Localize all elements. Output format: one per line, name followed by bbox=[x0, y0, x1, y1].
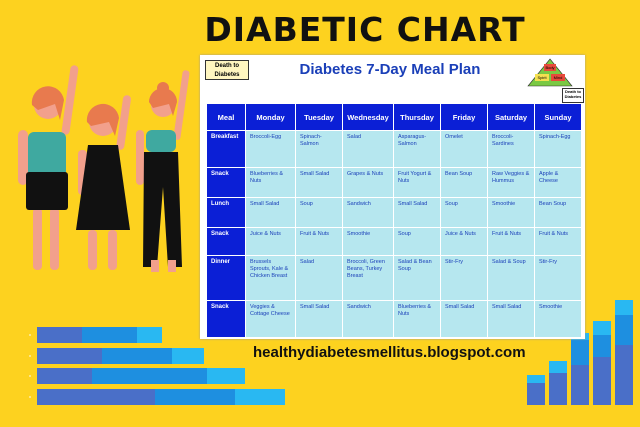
table-row: Lunch Small Salad Soup Sandwich Small Salad S… bbox=[206, 197, 582, 228]
horizontal-bars-decoration bbox=[29, 327, 285, 405]
meal-cell: Raw Veggies & Hummus bbox=[487, 167, 535, 198]
meal-cell: Broccoli, Green Beans, Turkey Breast bbox=[342, 255, 394, 301]
meal-name: Snack bbox=[206, 167, 246, 198]
website-url: healthydiabetesmellitus.blogspot.com bbox=[253, 344, 526, 361]
table-row: Snack Veggies & Cottage Cheese Small Salad… bbox=[206, 300, 582, 338]
meal-cell: Bean Soup bbox=[534, 197, 582, 228]
meal-plan-panel: Death to Diabetes Diabetes 7-Day Meal Pl… bbox=[200, 55, 585, 339]
meal-cell: Asparagus-Salmon bbox=[393, 130, 441, 168]
meal-cell: Sandwich bbox=[342, 197, 394, 228]
column-header: Saturday bbox=[487, 103, 535, 131]
meal-cell: Fruit & Nuts bbox=[534, 227, 582, 256]
meal-name: Lunch bbox=[206, 197, 246, 228]
meal-cell: Fruit Yogurt & Nuts bbox=[393, 167, 441, 198]
meal-cell: Stir-Fry bbox=[440, 255, 488, 301]
table-row: Snack Blueberries & Nuts Small Salad Grapes… bbox=[206, 167, 582, 198]
column-header: Sunday bbox=[534, 103, 582, 131]
meal-cell: Broccoli-Sardines bbox=[487, 130, 535, 168]
table-row: Snack Juice & Nuts Fruit & Nuts Smoothie Sou… bbox=[206, 227, 582, 256]
meal-name: Snack bbox=[206, 227, 246, 256]
table-row: Breakfast Broccoli-Egg Spinach-Salmon Salad… bbox=[206, 130, 582, 168]
pyramid-label: Body bbox=[545, 65, 554, 70]
meal-cell: Spinach-Salmon bbox=[295, 130, 343, 168]
column-header: Wednesday bbox=[342, 103, 394, 131]
meal-cell: Smoothie bbox=[487, 197, 535, 228]
meal-cell: Salad bbox=[342, 130, 394, 168]
small-logo: Death to Diabetes bbox=[562, 88, 584, 103]
meal-cell: Salad & Bean Soup bbox=[393, 255, 441, 301]
meal-cell: Small Salad bbox=[295, 167, 343, 198]
meal-cell: Fruit & Nuts bbox=[295, 227, 343, 256]
meal-cell: Grapes & Nuts bbox=[342, 167, 394, 198]
meal-cell: Spinach-Egg bbox=[534, 130, 582, 168]
meal-cell: Juice & Nuts bbox=[245, 227, 296, 256]
meal-cell: Smoothie bbox=[534, 300, 582, 338]
meal-cell: Smoothie bbox=[342, 227, 394, 256]
meal-name: Dinner bbox=[206, 255, 246, 301]
meal-cell: Soup bbox=[295, 197, 343, 228]
pyramid-label: Mind bbox=[554, 75, 563, 80]
pyramid-label: Spirit bbox=[537, 75, 547, 80]
meal-cell: Salad & Soup bbox=[487, 255, 535, 301]
meal-cell: Stir-Fry bbox=[534, 255, 582, 301]
meal-cell: Small Salad bbox=[245, 197, 296, 228]
meal-cell: Bean Soup bbox=[440, 167, 488, 198]
meal-cell: Veggies & Cottage Cheese bbox=[245, 300, 296, 338]
column-header: Tuesday bbox=[295, 103, 343, 131]
meal-cell: Soup bbox=[440, 197, 488, 228]
meal-name: Breakfast bbox=[206, 130, 246, 168]
table-row: Dinner Brussels Sprouts, Kale & Chicken B… bbox=[206, 255, 582, 301]
women-illustration bbox=[18, 65, 190, 272]
meal-cell: Blueberries & Nuts bbox=[245, 167, 296, 198]
meal-cell: Juice & Nuts bbox=[440, 227, 488, 256]
logo: Death to Diabetes bbox=[205, 60, 249, 80]
meal-cell: Sandwich bbox=[342, 300, 394, 338]
meal-cell: Apple & Cheese bbox=[534, 167, 582, 198]
meal-cell: Brussels Sprouts, Kale & Chicken Breast bbox=[245, 255, 296, 301]
meal-cell: Salad bbox=[295, 255, 343, 301]
poster-title: DIABETIC CHART bbox=[204, 10, 526, 49]
column-header: Monday bbox=[245, 103, 296, 131]
meal-name: Snack bbox=[206, 300, 246, 338]
column-header: Thursday bbox=[393, 103, 441, 131]
meal-cell: Small Salad bbox=[295, 300, 343, 338]
column-header: Meal bbox=[206, 103, 246, 131]
meal-cell: Small Salad bbox=[440, 300, 488, 338]
meal-cell: Broccoli-Egg bbox=[245, 130, 296, 168]
meal-cell: Soup bbox=[393, 227, 441, 256]
column-header: Friday bbox=[440, 103, 488, 131]
meal-cell: Small Salad bbox=[487, 300, 535, 338]
meal-cell: Omelet bbox=[440, 130, 488, 168]
pyramid-logo: Body Spirit Mind bbox=[527, 58, 573, 87]
header-row: Meal Monday Tuesday Wednesday Thursday Friday… bbox=[206, 103, 582, 131]
meal-cell: Small Salad bbox=[393, 197, 441, 228]
meal-plan-title: Diabetes 7-Day Meal Plan bbox=[299, 61, 481, 78]
meal-cell: Blueberries & Nuts bbox=[393, 300, 441, 338]
meal-cell: Fruit & Nuts bbox=[487, 227, 535, 256]
meal-table: Meal Monday Tuesday Wednesday Thursday Friday… bbox=[206, 103, 582, 338]
